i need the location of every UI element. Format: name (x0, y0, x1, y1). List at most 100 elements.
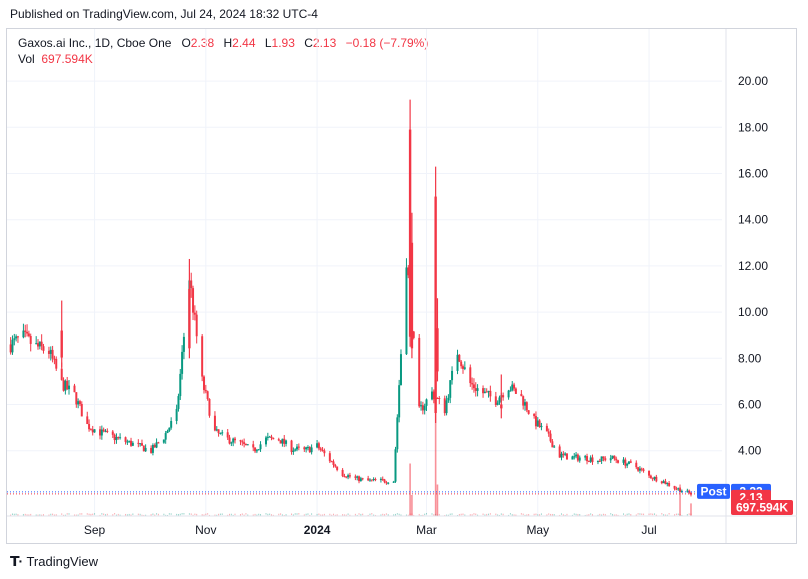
volume-bar (52, 513, 54, 516)
candle-body (443, 398, 446, 414)
candle-body (648, 470, 651, 476)
candle-body (175, 408, 178, 421)
volume-bar (373, 514, 375, 517)
candle-body (24, 330, 27, 332)
candle-body (290, 440, 293, 452)
volume-bar (602, 513, 604, 516)
volume-bar (183, 513, 185, 515)
candle-body (418, 337, 421, 407)
candle-body (496, 402, 499, 405)
volume-bar (130, 514, 132, 517)
candle-body (215, 429, 218, 431)
volume-bar (654, 513, 656, 515)
volume-bar (677, 513, 679, 516)
volume-bar (464, 514, 466, 516)
candle-body (586, 456, 589, 462)
candle-body (117, 437, 120, 439)
volume-bar (278, 513, 280, 516)
candle-body (664, 481, 667, 485)
volume-line: Vol 697.594K (18, 51, 434, 67)
candle-body (66, 380, 69, 390)
candle-body (381, 478, 384, 480)
volume-bar (176, 513, 178, 516)
candle-body (420, 405, 423, 407)
candle-body (88, 423, 91, 430)
post-label-badge: Post (700, 484, 726, 498)
volume-bar (553, 514, 555, 516)
volume-bar (661, 513, 663, 515)
volume-bar (395, 513, 397, 516)
volume-bar (13, 513, 15, 516)
candle-body (482, 388, 485, 394)
volume-bar (298, 513, 300, 515)
candle-body (598, 460, 601, 462)
post-label-badge-bg (697, 483, 730, 499)
candle-body (387, 482, 390, 484)
volume-bar (157, 513, 159, 516)
candle-body (202, 376, 205, 390)
candle-body (100, 429, 103, 436)
candle-body (540, 425, 543, 428)
candle-body (662, 481, 665, 484)
volume-bar (230, 513, 232, 516)
volume-bar (655, 514, 657, 517)
volume-bar (150, 514, 152, 516)
candle-body (651, 478, 654, 480)
volume-bar (294, 513, 296, 515)
candle-body (241, 441, 244, 443)
candle-body (449, 380, 452, 398)
volume-bar (86, 513, 88, 515)
candle-body (317, 443, 320, 449)
candle-body (489, 390, 492, 397)
candle-body (520, 393, 523, 397)
candle-body (600, 456, 603, 462)
volume-bar (446, 514, 448, 517)
volume-bar (305, 513, 307, 516)
volume-bar (475, 513, 477, 516)
candle-body (370, 479, 373, 481)
candle-body (626, 463, 629, 466)
volume-bar (626, 513, 628, 516)
chart-legend: Gaxos.ai Inc., 1D, Cboe One O2.38 H2.44 … (18, 35, 434, 67)
candle-body (53, 358, 56, 360)
candle-body (635, 462, 638, 468)
volume-bar (190, 513, 192, 515)
volume-bar (380, 514, 382, 516)
volume-bar (322, 514, 324, 516)
candle-body (536, 420, 539, 427)
volume-bar (245, 513, 247, 515)
tradingview-footer[interactable]: 𝗧∙ TradingView (10, 553, 98, 570)
candle-body (255, 450, 258, 452)
candle-body (487, 390, 490, 392)
candle-body (233, 438, 236, 441)
candle-body (629, 461, 632, 463)
candle-body (26, 331, 29, 334)
volume-bar (586, 514, 588, 517)
candle-body (688, 490, 691, 493)
volume-bar (588, 514, 590, 516)
candle-body (673, 485, 676, 489)
volume-bar (115, 514, 117, 517)
candle-body (27, 333, 30, 337)
candle-body (243, 442, 246, 444)
volume-bar (188, 513, 190, 515)
volume-bar (648, 513, 650, 516)
candle-body (356, 476, 359, 478)
volume-bar (15, 513, 17, 516)
volume-bar (320, 514, 322, 517)
volume-bar (347, 513, 349, 515)
volume-bar (610, 513, 612, 515)
candle-body (336, 466, 339, 470)
candle-body (562, 453, 565, 455)
candle-body (330, 461, 333, 463)
candle-body (432, 391, 435, 400)
candle-body (640, 468, 643, 470)
volume-bar (623, 513, 625, 515)
volume-bar (513, 514, 515, 516)
candle-body (49, 349, 52, 354)
candle-body (341, 469, 344, 477)
volume-bar (26, 514, 28, 516)
volume-bar (241, 513, 243, 515)
candle-body (113, 434, 116, 441)
